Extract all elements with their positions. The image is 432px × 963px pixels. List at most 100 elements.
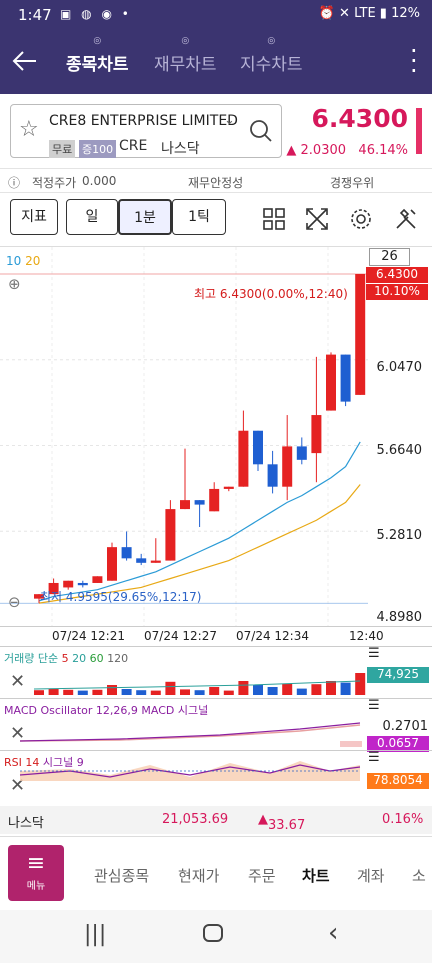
candle-body: [136, 558, 147, 563]
macd-title-text: MACD Oscillator 12,26,9: [4, 704, 138, 717]
back-arrow-icon[interactable]: [12, 48, 38, 74]
index-ticker[interactable]: 나스닥 21,053.69 ▲ 33.67 0.16%: [0, 806, 432, 834]
candle-body: [121, 547, 132, 559]
rsi-lines: [19, 761, 361, 781]
rsi-title-text: RSI 14: [4, 756, 40, 769]
top-navigation: ◎ 종목차트 ◎ 재무차트 ◎ 지수차트 · · ·: [0, 32, 432, 94]
y-tick: 5.6640: [376, 443, 423, 458]
ma10-label: 10: [6, 254, 22, 268]
zoom-in-icon[interactable]: ⊕: [8, 275, 21, 293]
home-icon[interactable]: [203, 924, 223, 942]
candle-body: [150, 560, 161, 563]
index-pct: 0.16%: [382, 812, 424, 827]
index-value: 21,053.69: [162, 812, 229, 827]
x-tick: 12:40: [349, 629, 384, 643]
fullscreen-icon[interactable]: [305, 207, 329, 231]
candle-body: [296, 446, 307, 460]
volume-bar: [107, 685, 117, 695]
chevron-down-icon[interactable]: ⌄: [224, 113, 235, 128]
indicator-button[interactable]: 지표: [10, 199, 58, 235]
nav-current-price[interactable]: 현재가: [178, 867, 220, 885]
stock-market: 나스닥: [161, 141, 200, 157]
tab-stock-chart[interactable]: ◎ 종목차트: [66, 36, 129, 75]
tools-icon[interactable]: [394, 207, 418, 231]
minute-button[interactable]: 1분: [118, 199, 172, 235]
free-badge: 무료: [49, 140, 76, 158]
candle-body: [340, 354, 351, 402]
rsi-panel[interactable]: RSI 14 시그널 9 ✕ ☰ 78.8054: [0, 750, 432, 804]
price-change-line: ▲ 2.0300 46.14%: [286, 143, 408, 158]
close-icon[interactable]: ✕: [10, 671, 26, 692]
volume-bar: [253, 685, 263, 695]
stock-selector[interactable]: ☆ CRE8 ENTERPRISE LIMITED ⌄ 무료 증100 CRE …: [10, 104, 282, 158]
candle-body: [282, 446, 293, 487]
candle-body: [267, 464, 278, 487]
help-icon[interactable]: ⓘ: [8, 176, 21, 190]
chart-toolbar: 지표 일 1분 1틱: [0, 192, 432, 246]
nav-chart[interactable]: 차트: [302, 867, 330, 885]
grid-layout-icon[interactable]: [262, 207, 286, 231]
macd-title: MACD Oscillator 12,26,9 MACD 시그널: [4, 702, 208, 718]
nav-watchlist[interactable]: 관심종목: [94, 867, 150, 885]
status-time: 1:47: [18, 6, 52, 24]
close-icon[interactable]: ✕: [10, 723, 26, 744]
y-tick: 4.8980: [376, 610, 423, 625]
bottom-navigation: ≡ 메뉴 관심종목 현재가 주문 차트 계좌 소: [0, 836, 432, 910]
candle-body: [34, 594, 44, 599]
index-change: ▲ 33.67: [258, 812, 306, 833]
day-button[interactable]: 일: [66, 199, 118, 235]
panel-menu-icon[interactable]: ☰: [368, 646, 380, 661]
menu-button[interactable]: ≡ 메뉴: [8, 845, 64, 901]
volume-bar: [92, 689, 103, 695]
volume-bar: [63, 689, 74, 695]
nav-account[interactable]: 계좌: [357, 867, 385, 885]
candle-body: [92, 576, 103, 583]
favorite-star-icon[interactable]: ☆: [19, 117, 39, 142]
tab-label: 지수차트: [240, 55, 303, 75]
rsi-title: RSI 14 시그널 9: [4, 754, 84, 770]
panel-menu-icon[interactable]: ☰: [368, 698, 380, 713]
price-chart[interactable]: 10 20 26 6.4300 10.10% 6.0470 5.6640 5.2…: [0, 246, 432, 646]
ma-legend: 10 20: [6, 254, 40, 268]
candle-body: [326, 354, 336, 411]
recents-icon[interactable]: |||: [84, 922, 107, 947]
tab-index-chart[interactable]: ◎ 지수차트: [240, 36, 303, 75]
candle-body: [107, 547, 117, 581]
volume-bar: [209, 687, 220, 695]
back-icon[interactable]: ‹: [328, 918, 339, 948]
panel-menu-icon[interactable]: ☰: [368, 750, 380, 765]
margin-badge: 증100: [79, 140, 117, 158]
volume-bar: [311, 684, 322, 695]
volume-panel[interactable]: 거래량 단순 5 20 60 120 ✕ ☰ 74,925: [0, 646, 432, 698]
x-tick: 07/24 12:21: [52, 629, 125, 643]
more-menu-icon[interactable]: · · ·: [410, 37, 418, 85]
current-price: 6.4300: [311, 104, 408, 133]
macd-panel[interactable]: MACD Oscillator 12,26,9 MACD 시그널 ✕ ☰ 0.2…: [0, 698, 432, 752]
candle-body: [223, 486, 234, 489]
tab-label: 종목차트: [66, 55, 129, 75]
time-axis: 07/24 12:21 07/24 12:27 07/24 12:34 12:4…: [0, 626, 432, 646]
candle-body: [311, 415, 322, 454]
x-tick: 07/24 12:34: [236, 629, 309, 643]
volume-bar: [150, 690, 161, 695]
volume-bar: [340, 682, 351, 695]
volume-ma60: 60: [89, 652, 104, 665]
candle-body: [165, 509, 176, 561]
search-icon[interactable]: [249, 119, 273, 143]
candle-body: [63, 580, 74, 588]
candle-count-box[interactable]: 26: [369, 248, 410, 266]
tab-dot-icon: ◎: [93, 36, 102, 46]
volume-title: 거래량 단순 5 20 60 120: [4, 650, 128, 666]
volume-bar: [165, 681, 176, 695]
fair-price-label: 적정주가: [32, 176, 77, 190]
gear-icon[interactable]: [349, 207, 373, 231]
ma10-line: [38, 441, 361, 602]
volume-ma120: 120: [107, 652, 129, 665]
nav-order[interactable]: 주문: [248, 867, 276, 885]
nav-more[interactable]: 소: [412, 867, 426, 885]
volume-title-text: 거래량 단순: [4, 652, 59, 665]
tick-button[interactable]: 1틱: [172, 199, 226, 235]
tab-finance-chart[interactable]: ◎ 재무차트: [154, 36, 217, 75]
status-bar: 1:47 ▣ ◍ ◉ • ⏰ ✕ LTE ▮ 12%: [0, 0, 432, 32]
zoom-out-icon[interactable]: ⊖: [8, 593, 21, 611]
